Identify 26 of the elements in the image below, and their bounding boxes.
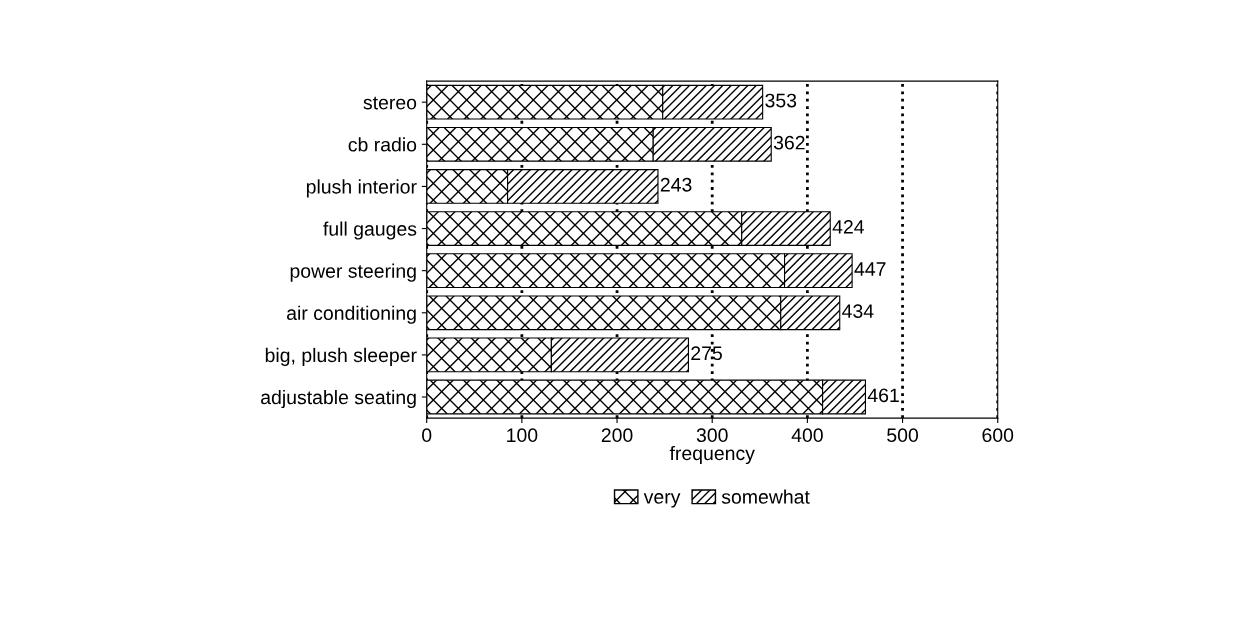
total-label: 362	[773, 135, 805, 150]
total-label: 447	[854, 262, 886, 276]
total-label: 353	[765, 93, 797, 108]
x-tick-label: 500	[887, 428, 919, 443]
total-label: 275	[691, 346, 722, 361]
y-tick-label: cb radio	[348, 137, 417, 152]
y-tick-label: air conditioning	[287, 305, 416, 324]
x-tick-label: 600	[982, 428, 1014, 443]
y-tick-label: adjustable seating	[261, 389, 416, 409]
y-tick-label: stereo	[363, 96, 417, 110]
legend-label: very	[643, 493, 681, 508]
total-label: 243	[660, 177, 692, 192]
x-tick-label: 400	[791, 428, 823, 443]
x-tick-label: 300	[696, 428, 728, 443]
x-tick-label: 200	[601, 428, 633, 443]
legend-label: somewhat	[721, 489, 810, 504]
y-tick-label: full gauges	[323, 221, 417, 240]
y-tick-label: power steering	[290, 263, 416, 282]
y-tick-label: plush interior	[306, 179, 417, 198]
x-axis-title: frequency	[669, 445, 755, 465]
y-tick-label: big, plush sleeper	[265, 347, 417, 366]
total-label: 424	[832, 219, 864, 234]
x-tick-label: 0	[422, 428, 432, 443]
total-label: 434	[842, 304, 874, 318]
total-label: 461	[867, 388, 899, 403]
x-tick-label: 100	[507, 428, 538, 443]
